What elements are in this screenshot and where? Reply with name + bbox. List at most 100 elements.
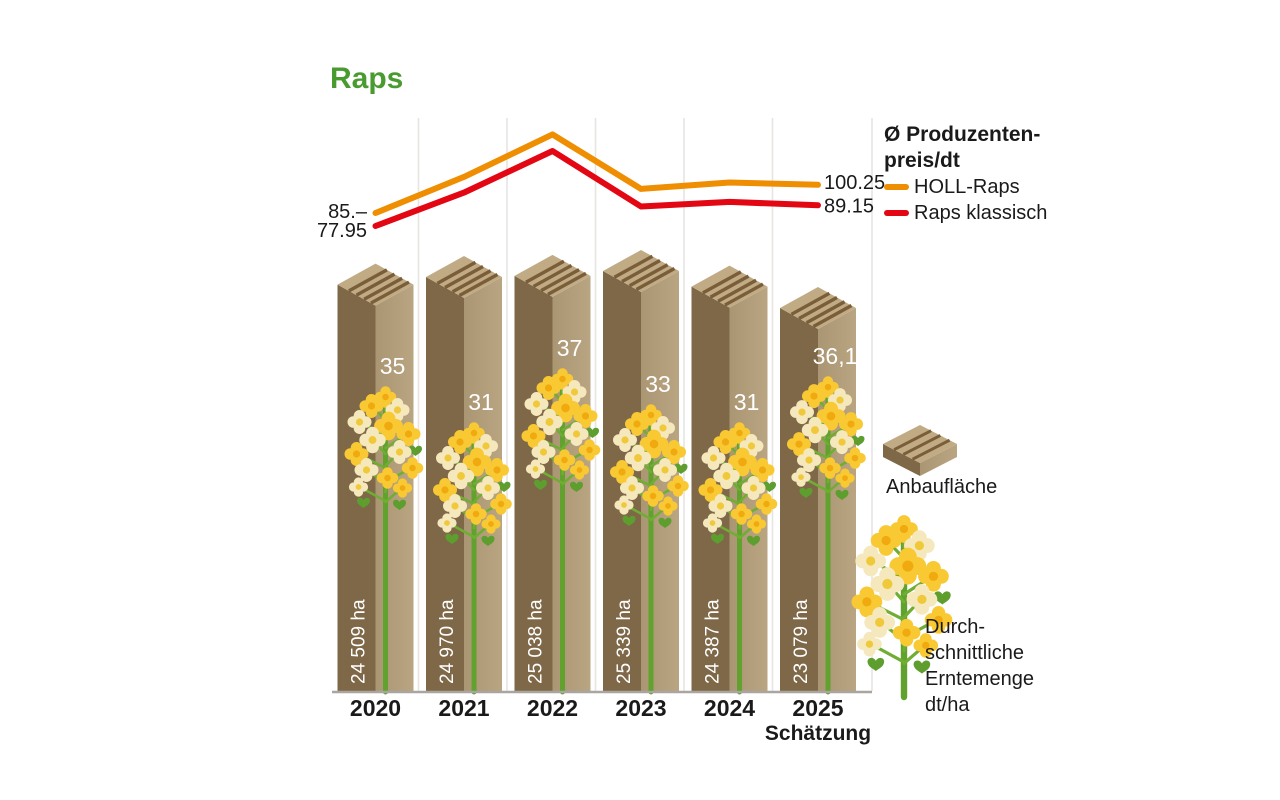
petal: [347, 416, 360, 428]
blossom-center: [545, 418, 554, 426]
flower-leaf: [497, 481, 511, 493]
blossom: [573, 404, 598, 428]
petal: [569, 465, 580, 475]
flower-pedicel: [541, 470, 564, 485]
pillar-stripe-3: [812, 303, 853, 328]
blossom: [790, 400, 814, 425]
blossom: [401, 457, 424, 479]
petal: [536, 415, 550, 429]
blossom-center: [826, 464, 834, 472]
petal: [787, 438, 799, 450]
petal: [640, 409, 651, 421]
bar-yield-value-2024: 31: [734, 389, 760, 415]
petal: [702, 518, 713, 528]
blossom-center: [722, 472, 731, 480]
blossom-center: [404, 430, 413, 438]
yield-legend-label-line3: Erntemenge: [925, 668, 1034, 690]
petal: [436, 452, 448, 464]
petal: [802, 390, 814, 402]
petal: [348, 482, 359, 492]
petal: [524, 398, 537, 410]
petal: [531, 446, 544, 458]
legend-label-holl-raps: HOLL-Raps: [914, 175, 1020, 198]
petal: [525, 464, 536, 474]
bar-area-label: 24 509 ha: [349, 599, 370, 684]
petal: [728, 427, 740, 439]
x-axis-sublabel-schaetzung: Schätzung: [765, 722, 871, 745]
yield-legend-label-line4: dt/ha: [925, 694, 970, 716]
petal: [465, 508, 476, 520]
area-block-stripe-0: [893, 429, 932, 452]
blossom: [354, 458, 379, 482]
petal: [701, 452, 714, 464]
pillar-dark-face: [514, 275, 553, 692]
bar-area-label: 23 079 ha: [791, 599, 812, 684]
blossom-center: [747, 442, 756, 450]
flower-leaf: [762, 481, 777, 493]
blossom: [667, 475, 689, 497]
blossom-center: [659, 424, 667, 432]
blossom: [741, 476, 766, 500]
blossom-center: [798, 408, 806, 416]
blossom-center: [484, 484, 492, 492]
pillar-stripe-1: [798, 296, 838, 320]
blossom-center: [395, 448, 404, 456]
blossom: [708, 494, 733, 518]
petal: [433, 484, 445, 496]
rapeseed-flower-icon-2025: [787, 376, 866, 695]
blossom: [624, 444, 652, 472]
blossom: [525, 459, 546, 479]
chart-title: Raps: [330, 62, 404, 95]
pillar-stripe-0: [613, 254, 654, 279]
flower-leaf: [622, 515, 636, 527]
petal: [855, 553, 871, 569]
petal: [844, 452, 855, 464]
petal: [750, 464, 763, 476]
blossom-center: [836, 396, 844, 404]
blossom: [698, 478, 723, 502]
pillar-stripe-2: [451, 269, 492, 294]
blossom-center: [811, 426, 819, 435]
pillar-stripe-1: [709, 274, 750, 299]
blossom: [610, 460, 634, 484]
flower-leaf: [481, 535, 495, 547]
blossom-center: [409, 464, 416, 472]
bar-yield-value-2020: 35: [380, 353, 406, 379]
price-line-holl-raps: [372, 131, 821, 216]
pillar-stripe-2: [363, 276, 403, 301]
blossom-center: [928, 571, 939, 581]
blossom-center: [572, 430, 581, 438]
petal: [870, 533, 886, 548]
flower-leaf: [746, 535, 761, 547]
blossom: [713, 430, 738, 454]
blossom: [433, 478, 457, 502]
blossom-center: [824, 383, 832, 391]
blossom: [396, 422, 421, 446]
legend-item-holl-raps: HOLL-Raps: [884, 174, 1047, 200]
raps-klassisch-line-swatch-icon: [884, 210, 909, 216]
blossom-center: [838, 438, 846, 446]
x-axis-label-2020: 2020: [350, 695, 401, 721]
blossom: [906, 584, 938, 615]
petal: [713, 436, 726, 448]
flower-pedicel: [384, 489, 400, 504]
blossom: [344, 442, 369, 466]
petal: [448, 436, 460, 448]
petal: [870, 575, 887, 593]
petal: [485, 464, 497, 476]
area-block-right-face: [920, 444, 957, 476]
pillar-stripe-1: [444, 265, 484, 290]
flower-leaf: [799, 487, 813, 499]
blossom-center: [866, 556, 876, 566]
blossom-center: [634, 454, 642, 462]
blossom-center: [570, 388, 579, 396]
blossom-center: [472, 457, 482, 467]
area-legend-label: Anbaufläche: [886, 476, 998, 498]
petal: [354, 464, 367, 476]
blossom-center: [633, 420, 641, 428]
blossom-center: [456, 438, 464, 446]
blossom: [578, 439, 601, 461]
petal: [376, 472, 388, 484]
flower-pedicel: [561, 471, 577, 486]
blossom-center: [738, 510, 745, 518]
